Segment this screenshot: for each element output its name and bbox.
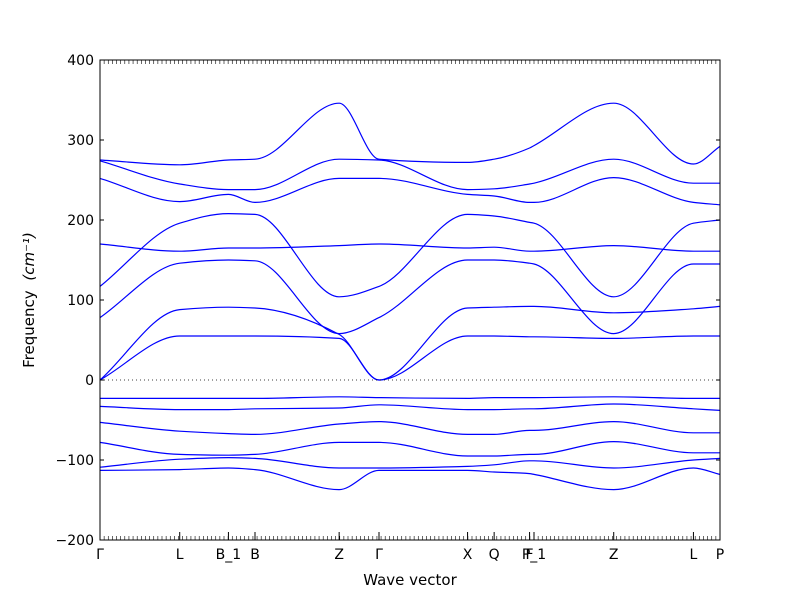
band-series-14: [99, 102, 721, 166]
x-tick-label: Q: [489, 547, 500, 563]
x-tick-label: L: [176, 547, 184, 563]
plot-frame: [99, 59, 721, 541]
band-series-1: [99, 467, 721, 491]
x-tick-label: P_1: [522, 547, 546, 563]
band-series-9: [99, 259, 720, 335]
y-tick-labels: 400 300 200 100 0 −100 −200: [56, 53, 94, 549]
y-tick-label: 200: [67, 213, 94, 229]
band-series-8: [99, 305, 721, 381]
y-tick-label: 100: [67, 293, 94, 309]
band-series-6: [100, 396, 720, 400]
band-series-12: [99, 176, 721, 206]
x-axis-label: Wave vector: [363, 571, 457, 589]
y-tick-label: 0: [85, 373, 94, 389]
x-tick-label: Z: [609, 547, 619, 563]
y-axis-label-text: Frequency: [20, 290, 38, 368]
x-tick-label: Γ: [375, 547, 383, 563]
x-tick-label: Γ: [96, 547, 104, 563]
x-tick-label: F: [526, 547, 534, 563]
x-tick-label: B_1: [216, 547, 242, 563]
band-series-4: [99, 420, 720, 436]
band-series-3: [99, 440, 720, 457]
y-axis-label: Frequency (cm⁻¹): [20, 232, 38, 368]
y-tick-label: −200: [56, 533, 94, 549]
x-tick-labels: Γ L B_1 B Z Γ X Q FP_1 Z L P: [96, 547, 724, 563]
x-tick-label: X: [463, 547, 473, 563]
x-tick-label: P: [716, 547, 724, 563]
y-tick-label: 400: [67, 53, 94, 69]
band-series-7: [99, 335, 720, 381]
band-series-5: [99, 403, 721, 411]
x-tick-label: Z: [334, 547, 344, 563]
x-tick-label: B: [250, 547, 260, 563]
band-series-10: [99, 212, 721, 298]
band-series-2: [99, 456, 721, 469]
series-layer: [99, 102, 721, 491]
band-series-11: [99, 243, 720, 252]
band-series-13: [99, 158, 720, 191]
x-tick-label: L: [690, 547, 698, 563]
y-axis-label-unit: (cm⁻¹): [20, 232, 38, 281]
y-tick-label: −100: [56, 453, 94, 469]
y-tick-label: 300: [67, 133, 94, 149]
